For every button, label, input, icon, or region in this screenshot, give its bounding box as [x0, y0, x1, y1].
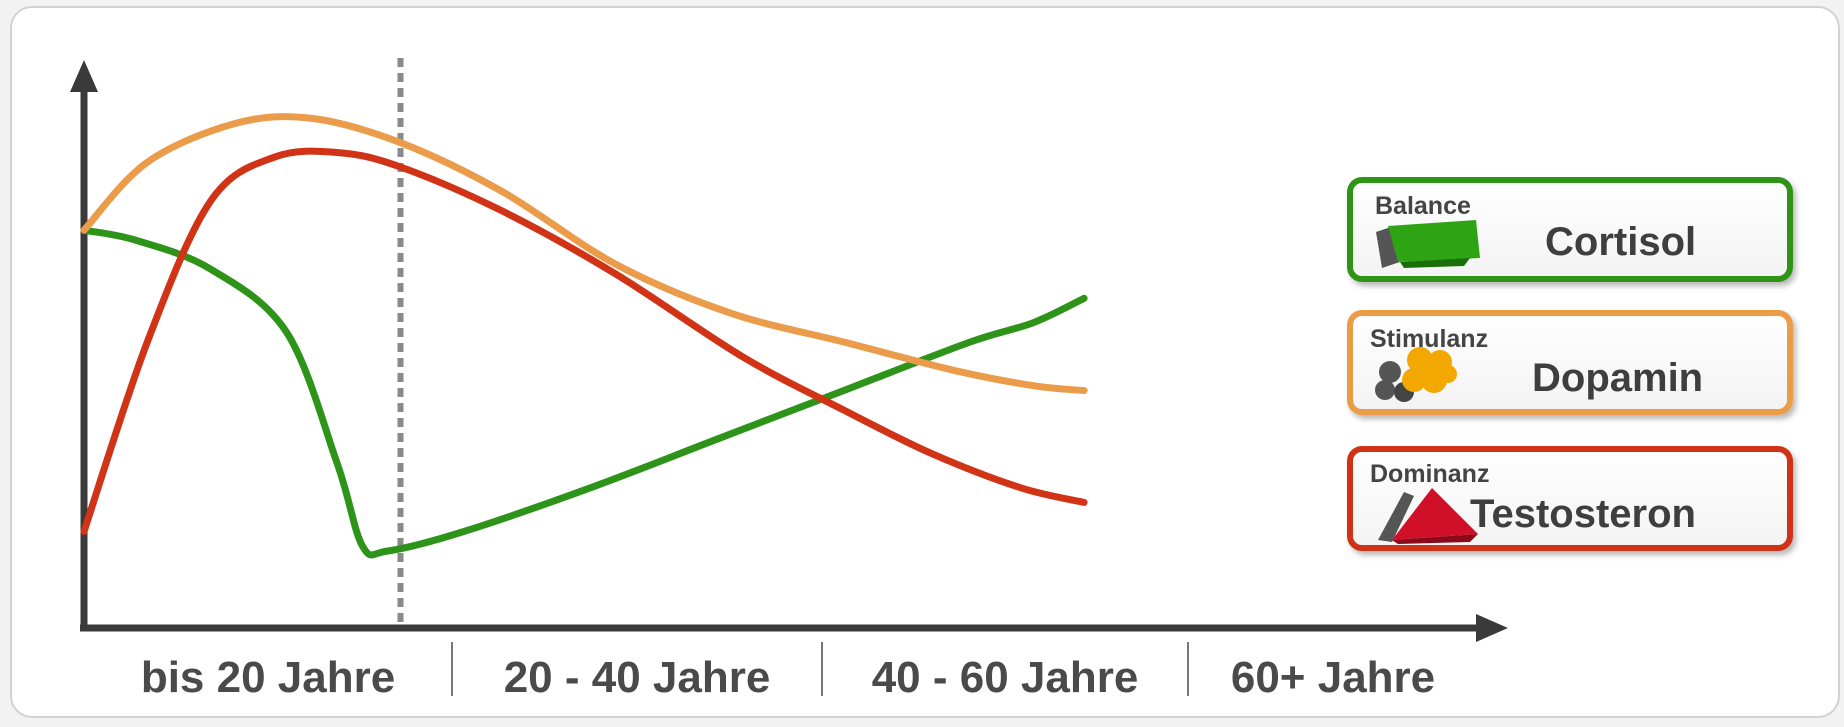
category-label: 60+ Jahre — [1231, 653, 1435, 702]
stimulanz-flower-icon — [1375, 347, 1457, 402]
dominanz-triangle-icon — [1378, 488, 1478, 544]
x-axis-arrow — [1476, 614, 1508, 642]
legend-item-dopamin — [1347, 310, 1793, 415]
balance-flag-icon — [1376, 220, 1480, 268]
category-label: bis 20 Jahre — [141, 653, 395, 702]
legend-label-dopamin: Dopamin — [1532, 356, 1703, 400]
legend: Balance Cortisol Stimulanz Dopamin Domin… — [1347, 177, 1793, 551]
category-label: 20 - 40 Jahre — [504, 653, 771, 702]
series-line-cortisol — [80, 226, 1088, 559]
series-layer — [80, 113, 1088, 559]
category-label: 40 - 60 Jahre — [872, 653, 1139, 702]
series-line-dopamin — [80, 113, 1088, 395]
legend-sublabel-dopamin: Stimulanz — [1370, 325, 1488, 353]
legend-label-cortisol: Cortisol — [1545, 220, 1696, 264]
axes — [70, 60, 1508, 642]
category-labels: bis 20 Jahre 20 - 40 Jahre 40 - 60 Jahre 60… — [141, 653, 1435, 702]
legend-sublabel-testosteron: Dominanz — [1370, 460, 1489, 488]
category-separators — [451, 642, 1189, 696]
legend-sublabel-cortisol: Balance — [1375, 192, 1471, 220]
series-line-testosteron — [80, 147, 1088, 535]
legend-box-dopamin — [1347, 310, 1793, 415]
y-axis-arrow — [70, 60, 98, 92]
legend-label-testosteron: Testosteron — [1470, 492, 1696, 536]
